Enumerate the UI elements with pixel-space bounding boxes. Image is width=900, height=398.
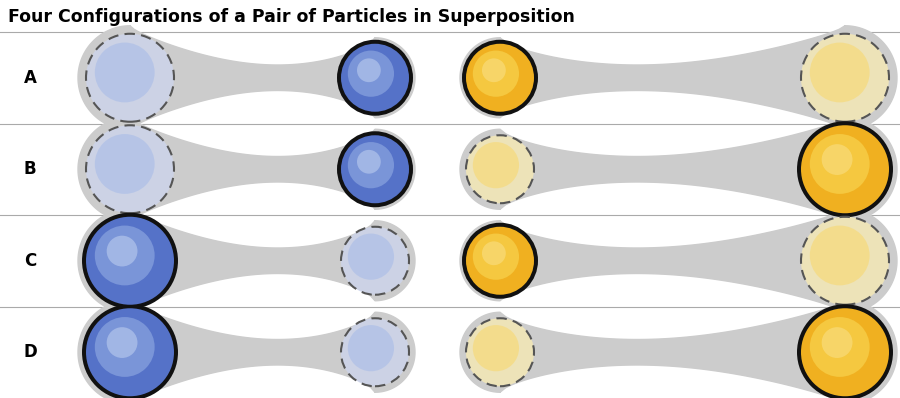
Ellipse shape — [822, 327, 852, 358]
Ellipse shape — [482, 241, 506, 265]
Ellipse shape — [86, 308, 174, 396]
Ellipse shape — [466, 44, 534, 112]
Ellipse shape — [107, 236, 138, 267]
Ellipse shape — [801, 125, 889, 213]
Ellipse shape — [801, 34, 889, 122]
Ellipse shape — [466, 227, 534, 295]
Text: A: A — [23, 69, 36, 87]
Ellipse shape — [472, 325, 519, 371]
Ellipse shape — [466, 318, 534, 386]
Text: B: B — [23, 160, 36, 178]
Ellipse shape — [797, 304, 893, 398]
Polygon shape — [78, 26, 415, 130]
Text: Four Configurations of a Pair of Particles in Superposition: Four Configurations of a Pair of Particl… — [8, 8, 575, 26]
Polygon shape — [78, 300, 415, 398]
Ellipse shape — [337, 131, 413, 207]
Ellipse shape — [82, 213, 178, 309]
Ellipse shape — [810, 134, 869, 194]
Ellipse shape — [801, 308, 889, 396]
Ellipse shape — [357, 150, 381, 174]
Ellipse shape — [472, 234, 519, 280]
Ellipse shape — [94, 134, 155, 194]
Ellipse shape — [107, 327, 138, 358]
Ellipse shape — [341, 135, 409, 203]
Ellipse shape — [337, 40, 413, 116]
Ellipse shape — [466, 135, 534, 203]
Polygon shape — [460, 300, 897, 398]
Ellipse shape — [482, 59, 506, 82]
Polygon shape — [460, 26, 897, 130]
Ellipse shape — [810, 226, 869, 285]
Ellipse shape — [801, 217, 889, 305]
Ellipse shape — [86, 34, 174, 122]
Ellipse shape — [347, 51, 394, 97]
Ellipse shape — [810, 317, 869, 377]
Text: D: D — [23, 343, 37, 361]
Text: C: C — [24, 252, 36, 270]
Ellipse shape — [472, 51, 519, 97]
Ellipse shape — [357, 59, 381, 82]
Ellipse shape — [341, 318, 409, 386]
Polygon shape — [78, 209, 415, 313]
Ellipse shape — [341, 44, 409, 112]
Ellipse shape — [94, 317, 155, 377]
Ellipse shape — [810, 43, 869, 102]
Ellipse shape — [347, 234, 394, 280]
Ellipse shape — [472, 142, 519, 188]
Ellipse shape — [347, 325, 394, 371]
Ellipse shape — [797, 121, 893, 217]
Polygon shape — [460, 209, 897, 313]
Ellipse shape — [341, 227, 409, 295]
Ellipse shape — [86, 125, 174, 213]
Ellipse shape — [94, 43, 155, 102]
Ellipse shape — [462, 223, 538, 299]
Ellipse shape — [822, 144, 852, 175]
Ellipse shape — [86, 217, 174, 305]
Ellipse shape — [347, 142, 394, 188]
Ellipse shape — [94, 226, 155, 285]
Polygon shape — [78, 117, 415, 221]
Ellipse shape — [82, 304, 178, 398]
Ellipse shape — [462, 40, 538, 116]
Polygon shape — [460, 117, 897, 221]
